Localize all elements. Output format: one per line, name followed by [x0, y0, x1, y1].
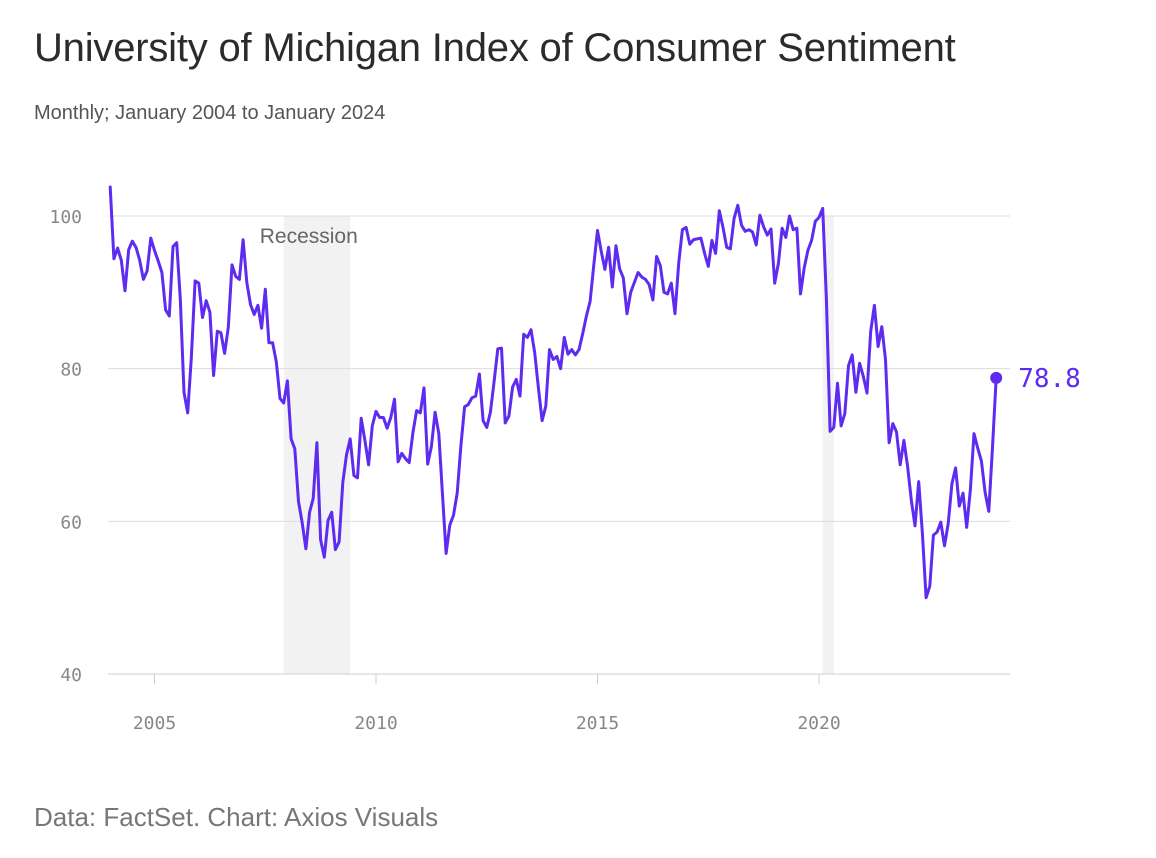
y-tick-label: 100: [49, 207, 82, 228]
y-tick-label: 60: [60, 512, 82, 533]
recession-bands: Recession: [260, 216, 834, 674]
series-layer: [108, 185, 998, 600]
page-title: University of Michigan Index of Consumer…: [34, 26, 956, 70]
grid-lines: [108, 215, 1010, 675]
line-chart: Recession 40 60 80 100 2005 2010 2015 2020 78.…: [49, 185, 1081, 734]
x-axis: 2005 2010 2015 2020: [133, 674, 841, 734]
y-axis-labels: 40 60 80 100: [49, 207, 82, 686]
last-value-marker: [990, 371, 1003, 384]
x-tick-label: 2010: [354, 713, 397, 734]
last-value-label: 78.8: [1018, 364, 1081, 394]
recession-band: [822, 216, 834, 674]
source-note: Data: FactSet. Chart: Axios Visuals: [34, 802, 439, 832]
chart-subtitle: Monthly; January 2004 to January 2024: [34, 102, 386, 124]
x-tick-label: 2005: [133, 713, 176, 734]
recession-label: Recession: [260, 225, 358, 248]
annotation-layer: 78.8: [990, 364, 1081, 394]
series-line: [108, 185, 998, 600]
x-tick-label: 2015: [576, 713, 619, 734]
y-tick-label: 40: [60, 665, 82, 686]
y-tick-label: 80: [60, 360, 82, 381]
x-tick-label: 2020: [797, 713, 840, 734]
